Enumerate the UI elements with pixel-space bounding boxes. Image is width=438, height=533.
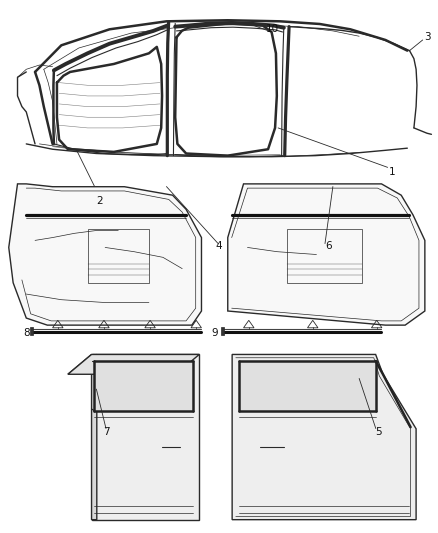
Circle shape <box>159 443 166 451</box>
Text: 7: 7 <box>103 427 110 437</box>
Text: 8: 8 <box>23 328 30 338</box>
Polygon shape <box>9 184 201 325</box>
Text: 10: 10 <box>266 25 279 34</box>
Circle shape <box>280 443 287 451</box>
Polygon shape <box>228 184 425 325</box>
Polygon shape <box>30 327 33 335</box>
Text: 5: 5 <box>375 427 382 437</box>
Polygon shape <box>68 354 199 374</box>
Text: 9: 9 <box>211 328 218 338</box>
Text: 4: 4 <box>215 241 223 251</box>
Text: 1: 1 <box>389 167 396 176</box>
Polygon shape <box>232 354 416 520</box>
Text: 6: 6 <box>325 241 332 251</box>
Polygon shape <box>240 361 376 410</box>
Polygon shape <box>68 354 97 520</box>
Polygon shape <box>92 354 199 520</box>
Polygon shape <box>221 327 224 335</box>
Text: 2: 2 <box>96 197 103 206</box>
Text: 3: 3 <box>424 33 431 42</box>
Polygon shape <box>94 361 193 410</box>
